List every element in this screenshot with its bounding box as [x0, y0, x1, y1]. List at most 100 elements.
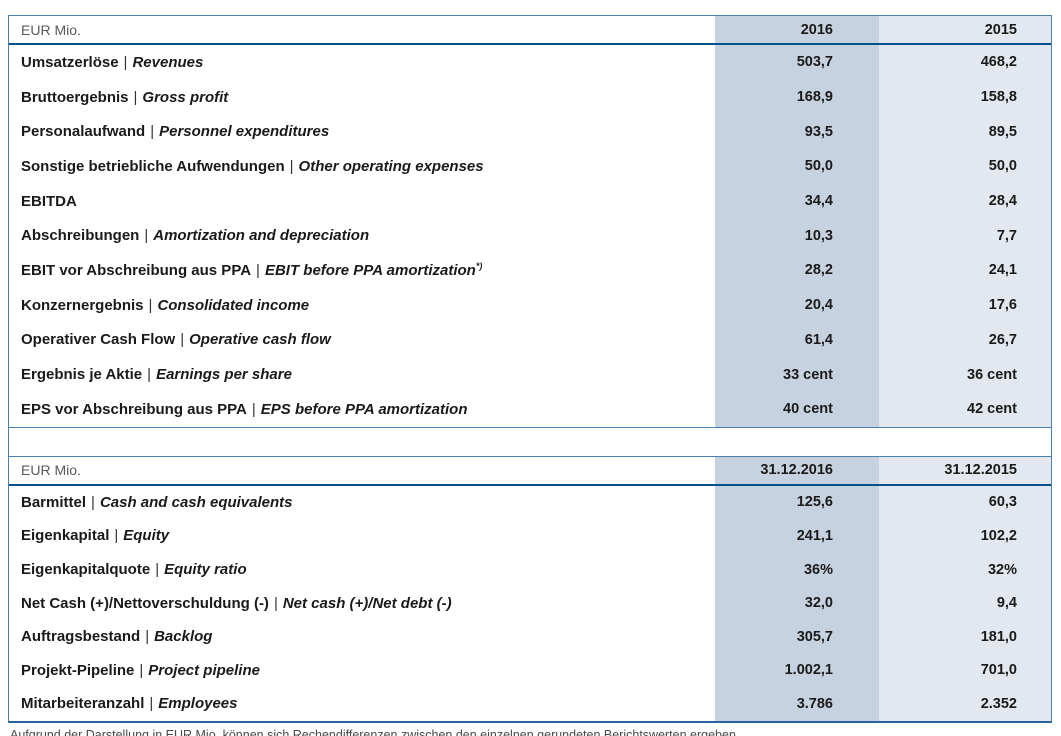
table-row: Operativer Cash Flow | Operative cash flow…: [9, 322, 1051, 358]
label-separator: |: [144, 227, 149, 245]
value-2015: 17,6: [879, 287, 1051, 323]
label-separator: |: [180, 331, 185, 349]
row-label-de: Mitarbeiteranzahl: [21, 695, 145, 713]
footnote-marker: *): [475, 261, 483, 271]
row-label: Mitarbeiteranzahl | Employees: [9, 695, 715, 712]
value-2015: 9,4: [879, 586, 1051, 620]
value-2016: 20,4: [715, 287, 879, 323]
row-label-en: Amortization and depreciation: [153, 227, 370, 245]
value-2015: 26,7: [879, 322, 1051, 358]
value-2015: 181,0: [879, 619, 1051, 654]
table-row: Ergebnis je Aktie | Earnings per share 33 …: [9, 357, 1051, 392]
row-label: Personalaufwand | Personnel expenditures: [9, 123, 715, 140]
row-label-de: Net Cash (+)/Nettoverschuldung (-): [21, 594, 269, 612]
row-label-de: Konzernergebnis: [21, 296, 144, 314]
value-2016: 10,3: [715, 218, 879, 254]
row-label-de: Barmittel: [21, 493, 87, 511]
table2-body: Barmittel | Cash and cash equivalents 125,…: [9, 485, 1051, 721]
table-row: Barmittel | Cash and cash equivalents 125,…: [9, 485, 1051, 520]
row-label: Abschreibungen | Amortization and deprecia…: [9, 227, 715, 244]
row-label-de: Personalaufwand: [21, 123, 146, 141]
key-figures-table: EUR Mio. 2016 2015 Umsatzerlöse | Revenues…: [8, 15, 1052, 723]
value-2016: 1.002,1: [715, 653, 879, 688]
row-label: EBIT vor Abschreibung aus PPA | EBIT befor…: [9, 262, 715, 279]
value-2016: 61,4: [715, 322, 879, 358]
value-2015: 102,2: [879, 519, 1051, 553]
table2-col-2016-header: 31.12.2016: [715, 456, 879, 484]
row-label-en: Net cash (+)/Net debt (-): [282, 594, 452, 612]
label-separator: |: [148, 296, 153, 314]
table2-header-row: EUR Mio. 31.12.2016 31.12.2015: [9, 456, 1051, 486]
row-label-de: Eigenkapital: [21, 527, 110, 545]
label-separator: |: [155, 561, 160, 579]
table-row: Personalaufwand | Personnel expenditures 9…: [9, 114, 1051, 150]
row-label: Projekt-Pipeline | Project pipeline: [9, 662, 715, 679]
table2-unit-label: EUR Mio.: [21, 462, 81, 479]
label-separator: |: [123, 53, 128, 71]
row-label-de: Eigenkapitalquote: [21, 561, 151, 579]
row-label: Barmittel | Cash and cash equivalents: [9, 494, 715, 511]
value-2015: 60,3: [879, 485, 1051, 520]
value-2015: 50,0: [879, 149, 1051, 184]
row-label-en: Equity ratio: [164, 561, 247, 579]
row-label-de: Sonstige betriebliche Aufwendungen: [21, 157, 285, 175]
value-2016: 3.786: [715, 687, 879, 721]
row-label: Umsatzerlöse | Revenues: [9, 54, 715, 71]
row-label: EPS vor Abschreibung aus PPA | EPS before …: [9, 401, 715, 418]
row-label-de: Umsatzerlöse: [21, 53, 119, 71]
row-label: Konzernergebnis | Consolidated income: [9, 297, 715, 314]
row-label: Bruttoergebnis | Gross profit: [9, 89, 715, 106]
table1-col-2016-header: 2016: [715, 16, 879, 43]
value-2016: 168,9: [715, 79, 879, 115]
row-label-de: EPS vor Abschreibung aus PPA: [21, 400, 247, 418]
value-2015: 32%: [879, 552, 1051, 587]
row-label-en: Consolidated income: [157, 296, 310, 314]
value-2016: 40 cent: [715, 391, 879, 427]
label-separator: |: [256, 261, 260, 279]
table-row: Sonstige betriebliche Aufwendungen | Other…: [9, 149, 1051, 184]
table1-header-row: EUR Mio. 2016 2015: [9, 16, 1051, 45]
value-2016: 33 cent: [715, 357, 879, 392]
row-label-de: Ergebnis je Aktie: [21, 366, 143, 384]
row-label-en: Earnings per share: [156, 366, 292, 384]
value-2016: 305,7: [715, 619, 879, 654]
value-2016: 34,4: [715, 183, 879, 219]
row-label-en: Other operating expenses: [298, 157, 484, 175]
row-label-en: Personnel expenditures: [159, 123, 330, 141]
value-2015: 468,2: [879, 45, 1051, 80]
table-gap-row: [9, 427, 1051, 457]
value-2016: 503,7: [715, 45, 879, 80]
table1-unit-label: EUR Mio.: [21, 21, 81, 38]
label-separator: |: [114, 527, 119, 545]
table-row: Net Cash (+)/Nettoverschuldung (-) | Net c…: [9, 586, 1051, 620]
row-label-en: Employees: [158, 695, 238, 713]
row-label-en: Backlog: [154, 628, 213, 646]
label-separator: |: [273, 594, 278, 612]
label-separator: |: [145, 628, 150, 646]
row-label-en: EBIT before PPA amortization: [264, 261, 476, 279]
table-row: EBIT vor Abschreibung aus PPA | EBIT befor…: [9, 253, 1051, 288]
row-label-de: Auftragsbestand: [21, 628, 141, 646]
table-row: Auftragsbestand | Backlog 305,7 181,0: [9, 619, 1051, 654]
value-2015: 24,1: [879, 253, 1051, 288]
value-2015: 89,5: [879, 114, 1051, 150]
value-2016: 125,6: [715, 485, 879, 520]
value-2016: 28,2: [715, 253, 879, 288]
value-2016: 241,1: [715, 519, 879, 553]
table-row: Eigenkapital | Equity 241,1 102,2: [9, 519, 1051, 553]
row-label-en: Revenues: [132, 53, 204, 71]
row-label: Net Cash (+)/Nettoverschuldung (-) | Net c…: [9, 595, 715, 612]
row-label: Eigenkapital | Equity: [9, 527, 715, 544]
label-separator: |: [149, 695, 154, 713]
row-label-de: EBITDA: [21, 192, 77, 210]
table-row: Eigenkapitalquote | Equity ratio 36% 32%: [9, 552, 1051, 587]
table1-col-2015-header: 2015: [879, 16, 1051, 43]
table-row: Abschreibungen | Amortization and deprecia…: [9, 218, 1051, 254]
row-label-en: Operative cash flow: [189, 331, 331, 349]
row-label: Sonstige betriebliche Aufwendungen | Other…: [9, 158, 715, 175]
label-separator: |: [289, 157, 294, 175]
value-2015: 28,4: [879, 183, 1051, 219]
label-separator: |: [147, 366, 152, 384]
row-label: Auftragsbestand | Backlog: [9, 628, 715, 645]
